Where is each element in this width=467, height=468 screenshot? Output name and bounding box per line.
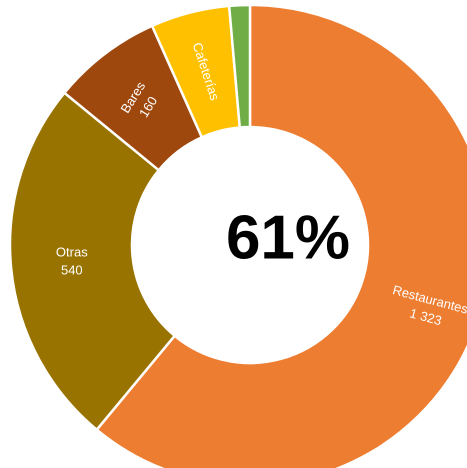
segment [94, 3, 467, 468]
category-label: Otras [56, 245, 88, 260]
value-label: 540 [61, 263, 83, 278]
segment [8, 91, 177, 432]
donut [8, 3, 467, 468]
segment [227, 3, 252, 129]
segment-label: Otras 540 [56, 245, 88, 278]
center-label: 61% [226, 203, 350, 272]
